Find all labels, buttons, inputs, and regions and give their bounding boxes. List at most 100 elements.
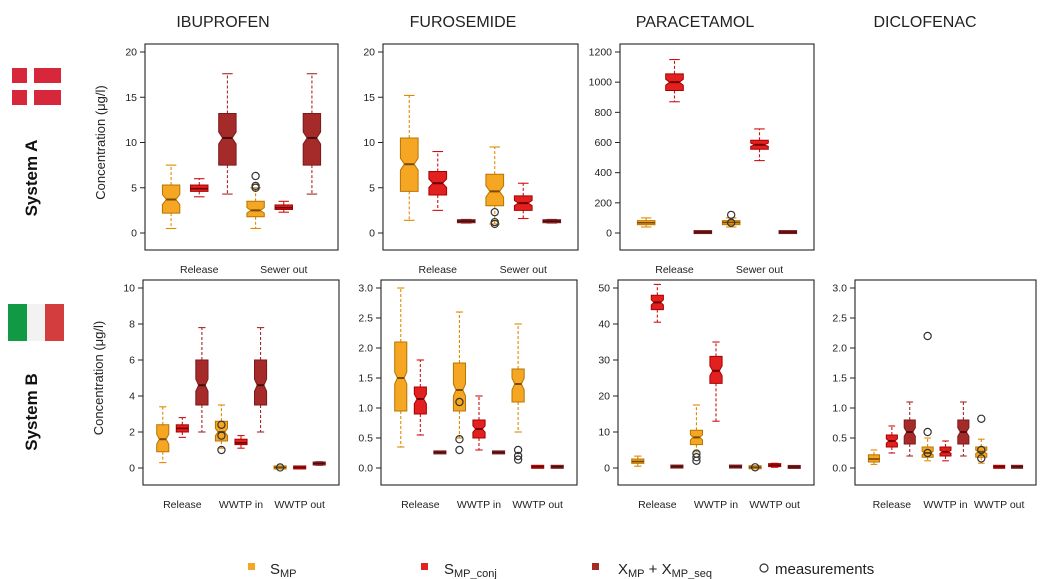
box-x-mp bbox=[728, 464, 743, 469]
y-tick-label: 0.0 bbox=[832, 463, 847, 475]
group-label: Sewer out bbox=[260, 264, 307, 276]
y-tick-label: 20 bbox=[363, 47, 375, 59]
legend-swatch-x-mp bbox=[592, 563, 599, 570]
y-tick-label: 800 bbox=[594, 107, 612, 119]
y-tick-label: 2.5 bbox=[358, 313, 373, 325]
box-s-mp-conj bbox=[709, 341, 723, 422]
group-label: WWTP out bbox=[749, 499, 800, 511]
y-tick-label: 2.0 bbox=[358, 343, 373, 355]
measurement-point bbox=[275, 463, 285, 472]
box-s-mp-conj bbox=[234, 435, 248, 449]
box-s-mp-conj bbox=[665, 58, 684, 103]
measurement-point bbox=[923, 448, 932, 458]
box-s-mp bbox=[214, 404, 228, 449]
box-x-mp bbox=[693, 230, 713, 235]
group-label: WWTP in bbox=[694, 499, 738, 511]
y-tick-label: 1.5 bbox=[832, 373, 847, 385]
group-label: Release bbox=[401, 499, 440, 511]
box-s-mp-conj bbox=[513, 182, 533, 220]
header-paracetamol: PARACETAMOL bbox=[636, 14, 755, 31]
measurement-point bbox=[217, 431, 226, 440]
box-s-mp bbox=[399, 94, 419, 221]
measurement-point bbox=[490, 207, 499, 217]
y-tick-label: 10 bbox=[123, 283, 135, 295]
measurement-point bbox=[251, 183, 260, 192]
legend-swatch-s-mp-conj bbox=[421, 563, 428, 570]
y-tick-label: 1.0 bbox=[358, 403, 373, 415]
y-tick-label: 2 bbox=[129, 427, 135, 439]
box-s-mp bbox=[485, 146, 505, 225]
y-axis-label: Concentration (μg/l) bbox=[93, 85, 108, 199]
y-tick-label: 30 bbox=[598, 355, 610, 367]
box-s-mp bbox=[636, 217, 656, 228]
box-x-mp bbox=[778, 230, 798, 235]
y-tick-label: 4 bbox=[129, 391, 135, 403]
denmark-flag-icon bbox=[12, 68, 61, 105]
box-s-mp-conj bbox=[993, 464, 1006, 469]
panel-system-b-diclofenac: 0.0 0.5 1.0 1.5 2.0 2.5 3.0 Release WWTP in WWTP … bbox=[832, 279, 1037, 511]
box-x-mp bbox=[456, 218, 476, 224]
box-s-mp-conj bbox=[939, 440, 952, 462]
box-s-mp bbox=[867, 449, 880, 465]
y-tick-label: 0 bbox=[131, 228, 137, 240]
plot-frame bbox=[380, 279, 578, 486]
box-x-mp bbox=[550, 464, 564, 469]
measurement-point bbox=[455, 445, 464, 455]
y-tick-label: 1.0 bbox=[832, 403, 847, 415]
plot-frame bbox=[617, 279, 815, 486]
legend-label-s-mp-conj: SMP_conj bbox=[444, 561, 497, 579]
measurement-point bbox=[217, 445, 226, 455]
y-tick-label: 3.0 bbox=[358, 283, 373, 295]
measurement-point bbox=[923, 331, 932, 341]
measurement-point bbox=[923, 427, 932, 437]
legend-swatch-s-mp bbox=[248, 563, 255, 570]
y-tick-label: 0 bbox=[604, 463, 610, 475]
system-a-label: System A bbox=[22, 140, 41, 217]
box-s-mp-conj bbox=[750, 128, 769, 162]
plot-frame bbox=[144, 43, 339, 251]
group-label: WWTP in bbox=[457, 499, 501, 511]
group-label: Release bbox=[638, 499, 677, 511]
panel-system-a-furosemide: 0 5 10 15 20 Release Sewer out bbox=[363, 43, 579, 276]
header-ibuprofen: IBUPROFEN bbox=[176, 14, 269, 31]
y-tick-label: 20 bbox=[125, 47, 137, 59]
y-tick-label: 400 bbox=[594, 167, 612, 179]
measurement-point bbox=[455, 397, 464, 407]
box-s-mp bbox=[246, 187, 265, 230]
measurement-point bbox=[455, 435, 464, 444]
box-x-mp bbox=[218, 73, 237, 195]
box-x-mp bbox=[670, 464, 684, 469]
compound-headers: IBUPROFEN FUROSEMIDE PARACETAMOL DICLOFE… bbox=[176, 14, 976, 31]
box-s-mp-conj bbox=[428, 151, 448, 211]
box-s-mp bbox=[161, 164, 181, 230]
measurement-point bbox=[490, 219, 499, 229]
y-tick-label: 10 bbox=[363, 137, 375, 149]
measurement-point bbox=[217, 420, 226, 429]
box-x-mp bbox=[491, 450, 506, 455]
measurement-point bbox=[977, 414, 986, 423]
measurement-point bbox=[251, 171, 260, 181]
y-tick-label: 10 bbox=[125, 137, 137, 149]
box-x-mp bbox=[957, 401, 970, 457]
box-x-mp bbox=[254, 327, 268, 433]
measurement-point bbox=[513, 451, 523, 461]
box-s-mp-conj bbox=[768, 462, 782, 468]
y-tick-label: 5 bbox=[131, 182, 137, 194]
measurement-point bbox=[692, 456, 701, 465]
legend-label-s-mp: SMP bbox=[270, 561, 297, 579]
box-s-mp bbox=[156, 406, 170, 464]
box-s-mp-conj bbox=[885, 425, 898, 454]
box-s-mp bbox=[748, 465, 762, 470]
y-tick-label: 6 bbox=[129, 355, 135, 367]
legend-label-measurements: measurements bbox=[775, 561, 874, 578]
measurement-point bbox=[726, 218, 736, 227]
measurement-point bbox=[977, 454, 986, 463]
y-tick-label: 600 bbox=[594, 137, 612, 149]
box-x-mp bbox=[787, 464, 801, 469]
measurement-point bbox=[513, 455, 523, 464]
box-s-mp bbox=[394, 287, 408, 448]
italy-flag-icon bbox=[8, 304, 64, 341]
box-x-mp bbox=[903, 401, 916, 457]
group-label: Release bbox=[655, 264, 694, 276]
